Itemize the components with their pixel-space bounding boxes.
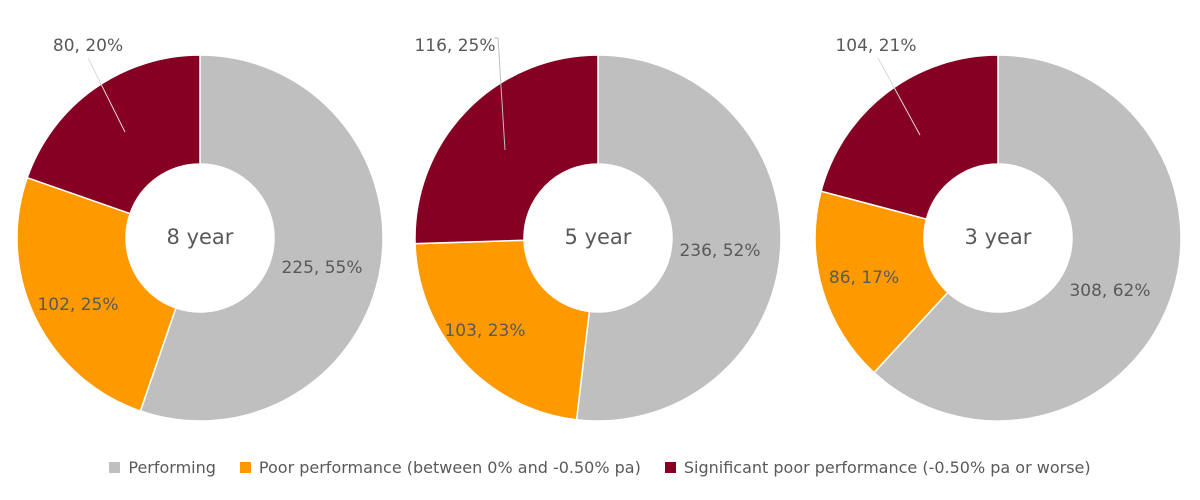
donut-slice-significant-poor-performance-0-50-pa-or-worse-8-year <box>26 54 201 215</box>
legend-swatch-significant-poor-performance <box>664 462 676 473</box>
leader-line-8-year <box>87 57 126 133</box>
legend-swatch-performing <box>109 462 121 473</box>
donut-slice-performing-5-year <box>575 54 782 422</box>
donut-slice-significant-poor-performance-0-50-pa-or-worse-5-year <box>414 54 599 245</box>
legend-item-significant-poor-performance: Significant poor performance (-0.50% pa … <box>664 458 1091 477</box>
leader-line-5-year <box>494 37 506 151</box>
donut-chart-3-year: 308, 62% 86, 17% 104, 21% 3 year <box>814 36 1182 422</box>
data-label-performing-5-year: 236, 52% <box>679 241 760 261</box>
donut-slice-performing-3-year <box>872 54 1182 422</box>
legend-label-performing: Performing <box>128 458 216 477</box>
legend-item-poor-performance: Poor performance (between 0% and -0.50% … <box>239 458 641 477</box>
donut-slice-performing-8-year <box>139 54 384 422</box>
center-label-8-year: 8 year <box>167 225 234 249</box>
data-label-poor-performance-between-0-and-0-50-pa-8-year: 102, 25% <box>37 295 118 315</box>
legend-item-performing: Performing <box>109 458 216 477</box>
data-label-performing-8-year: 225, 55% <box>281 258 362 278</box>
data-label-poor-performance-between-0-and-0-50-pa-3-year: 86, 17% <box>829 268 899 288</box>
center-label-5-year: 5 year <box>565 225 632 249</box>
donut-chart-8-year: 225, 55% 102, 25% 80, 20% 8 year <box>16 36 384 422</box>
leader-line-3-year <box>877 57 921 136</box>
data-label-significant-poor-performance-0-50-pa-or-worse-5-year: 116, 25% <box>414 36 495 56</box>
data-label-significant-poor-performance-0-50-pa-or-worse-8-year: 80, 20% <box>53 36 123 56</box>
center-label-3-year: 3 year <box>965 225 1032 249</box>
legend: Performing Poor performance (between 0% … <box>0 458 1200 477</box>
donut-slice-poor-performance-between-0-and-0-50-pa-3-year <box>814 190 949 374</box>
donut-slice-poor-performance-between-0-and-0-50-pa-5-year <box>414 239 591 421</box>
legend-label-poor-performance: Poor performance (between 0% and -0.50% … <box>258 458 641 477</box>
donut-slice-poor-performance-between-0-and-0-50-pa-8-year <box>16 176 177 412</box>
data-label-performing-3-year: 308, 62% <box>1069 281 1150 301</box>
donut-slice-significant-poor-performance-0-50-pa-or-worse-3-year <box>820 54 999 220</box>
data-label-significant-poor-performance-0-50-pa-or-worse-3-year: 104, 21% <box>835 36 916 56</box>
data-label-poor-performance-between-0-and-0-50-pa-5-year: 103, 23% <box>444 321 525 341</box>
legend-label-significant-poor-performance: Significant poor performance (-0.50% pa … <box>683 458 1091 477</box>
donut-chart-5-year: 236, 52% 103, 23% 116, 25% 5 year <box>414 36 782 422</box>
donut-charts: 225, 55% 102, 25% 80, 20% 8 year 236, 52% 103… <box>16 36 1182 422</box>
legend-swatch-poor-performance <box>239 462 251 473</box>
